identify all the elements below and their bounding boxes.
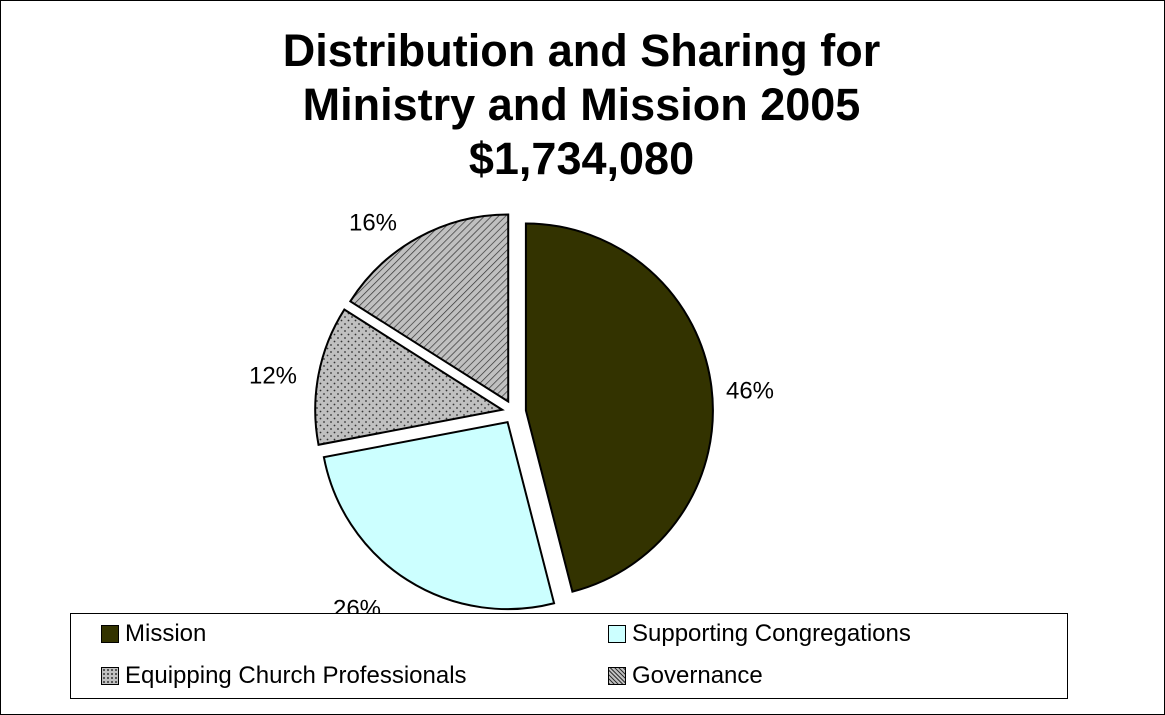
legend-swatch-mission	[101, 625, 119, 643]
pie-slice-supporting-congregations	[322, 420, 556, 611]
legend-label-equipping-church-professionals: Equipping Church Professionals	[125, 662, 467, 689]
legend-item-equipping-church-professionals: Equipping Church Professionals	[101, 662, 467, 690]
pie-slice-equipping-church-professionals	[314, 308, 505, 446]
chart-title-line-1: Distribution and Sharing for	[282, 25, 881, 76]
legend-label-governance: Governance	[632, 662, 763, 689]
pie-label-equipping-church-professionals: 12%	[249, 362, 297, 389]
legend-swatch-supporting-congregations	[608, 625, 626, 643]
legend: Mission Supporting Congregations Equippi…	[70, 613, 1068, 699]
chart-title-line-2: Ministry and Mission 2005	[302, 79, 861, 130]
pie-label-governance: 16%	[349, 209, 397, 236]
chart-title: Distribution and Sharing for Ministry an…	[0, 24, 1163, 186]
pie-slice-governance	[348, 213, 510, 404]
pie-label-mission: 46%	[726, 377, 774, 404]
legend-label-mission: Mission	[125, 620, 207, 647]
chart-title-line-3: $1,734,080	[468, 133, 695, 184]
legend-swatch-governance	[608, 667, 626, 685]
pie-slice-mission	[524, 222, 714, 593]
pie-slices	[314, 213, 714, 611]
legend-item-supporting-congregations: Supporting Congregations	[608, 620, 911, 648]
legend-item-mission: Mission	[101, 620, 206, 648]
legend-label-supporting-congregations: Supporting Congregations	[632, 620, 911, 647]
legend-swatch-equipping-church-professionals	[101, 667, 119, 685]
legend-item-governance: Governance	[608, 662, 763, 690]
